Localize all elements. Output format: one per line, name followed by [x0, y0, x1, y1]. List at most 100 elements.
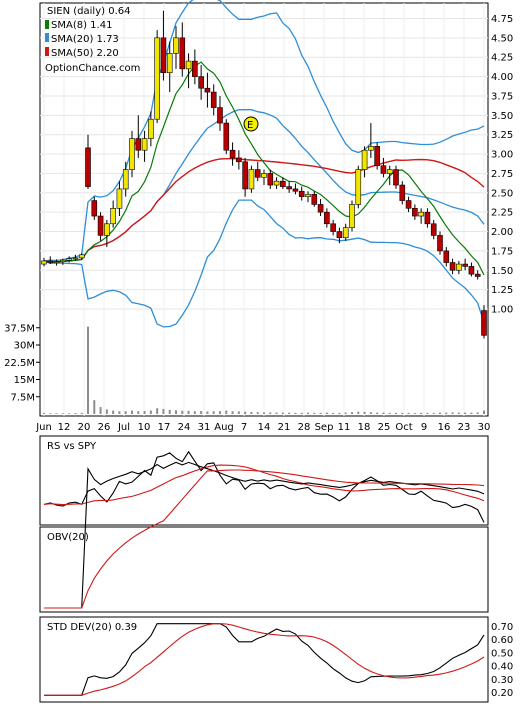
obv-line [44, 461, 485, 609]
volume-bar [269, 412, 272, 414]
volume-bar [212, 411, 215, 414]
volume-bar [401, 412, 404, 414]
volume-bar [470, 412, 473, 414]
legend-sma20: SMA(20) 1.73 [51, 34, 119, 45]
obv-average-line [44, 469, 485, 609]
volume-bar [231, 411, 234, 414]
volume-bar [187, 410, 190, 414]
price-tick-label: 1.50 [491, 266, 513, 277]
volume-bar [149, 410, 152, 414]
candle-body [179, 37, 186, 70]
watermark: OptionChance.com [45, 63, 140, 74]
candle-body [261, 173, 267, 178]
volume-bar [193, 411, 196, 414]
volume-bar [407, 412, 410, 414]
candle-body [254, 169, 261, 178]
candle-body [399, 184, 406, 201]
candle-body [141, 138, 148, 151]
bollinger-lower-line [43, 199, 485, 328]
candle-body [116, 188, 123, 209]
volume-bar [300, 412, 303, 414]
candle-body [349, 204, 355, 228]
volume-bar [439, 412, 441, 414]
rs-average-line [43, 464, 485, 506]
legend-sma8: SMA(8) 1.41 [51, 20, 112, 31]
volume-bar [143, 411, 146, 414]
volume-bar [432, 412, 435, 414]
date-tick-label: 7 [241, 422, 247, 433]
ticker-label: SIEN (daily) 0.64 [47, 6, 130, 17]
stddev-tick-label: 0.30 [491, 675, 513, 686]
volume-bar [80, 412, 83, 414]
volume-tick-label: 15M [14, 375, 35, 386]
candle-body [60, 259, 66, 263]
candle-body [368, 146, 374, 151]
candle-body [41, 260, 47, 265]
date-tick-label: 11 [338, 422, 351, 433]
volume-bar [112, 410, 115, 414]
candle-body [311, 194, 318, 205]
volume-bar [413, 413, 416, 414]
volume-bar [93, 400, 96, 414]
volume-tick-label: 22.5M [4, 358, 35, 369]
volume-bar [363, 411, 366, 414]
volume-bar [74, 413, 77, 414]
volume-bar [325, 412, 328, 414]
date-tick-label: 20 [78, 422, 91, 433]
bollinger-upper-line [43, 0, 485, 262]
candle-body [97, 215, 104, 236]
candle-body [405, 200, 412, 209]
earnings-marker-label: E [247, 120, 253, 131]
candle-body [456, 263, 462, 271]
price-tick-label: 3.50 [491, 111, 513, 122]
price-tick-label: 2.50 [491, 188, 513, 199]
volume-bar [124, 411, 127, 414]
price-axis: 1.00 1.25 1.50 1.75 2.00 2.25 2.50 2.75 3.00 3.25… [491, 14, 513, 316]
volume-bar [162, 408, 165, 414]
candle-body [173, 37, 179, 54]
candle-body [66, 258, 72, 261]
volume-bar [263, 412, 265, 414]
price-tick-label: 2.75 [491, 169, 513, 180]
volume-bar [313, 412, 316, 414]
legend-swatch-sma8 [45, 20, 49, 29]
date-tick-label: 23 [458, 422, 471, 433]
sma50-line [43, 158, 485, 263]
earnings-marker-circle [243, 116, 259, 132]
candle-body [185, 60, 192, 70]
volume-bar [237, 411, 240, 414]
volume-bar [118, 411, 121, 414]
volume-bar [445, 412, 448, 414]
candle-body [437, 235, 443, 252]
date-tick-label: Jun [35, 422, 52, 433]
stddev-tick-label: 0.50 [491, 648, 513, 659]
candle-body [393, 169, 399, 186]
volume-bar [156, 408, 159, 414]
price-tick-label: 3.75 [491, 91, 513, 102]
candle-body [317, 204, 324, 213]
volume-bar [55, 413, 58, 414]
volume-axis: 7.5M 15M 22.5M 30M 37.5M [4, 323, 40, 403]
rs-panel-title: RS vs SPY [47, 441, 97, 452]
date-tick-label: 12 [58, 422, 71, 433]
volume-bar [426, 412, 429, 414]
stddev-tick-label: 0.40 [491, 662, 513, 673]
candle-body [468, 266, 475, 275]
price-tick-label: 1.75 [491, 246, 513, 257]
candle-body [192, 60, 198, 77]
volume-bar [338, 412, 341, 414]
date-tick-label: 30 [478, 422, 491, 433]
volume-bar [351, 412, 353, 414]
stddev-tick-label: 0.60 [491, 635, 513, 646]
candle-body [110, 207, 116, 225]
candle-body [210, 91, 217, 108]
candle-body [474, 273, 481, 277]
volume-bar [357, 411, 360, 414]
date-tick-label: Oct [395, 422, 412, 433]
candle-body [418, 211, 424, 217]
candle-body [47, 260, 54, 263]
candle-body [286, 186, 292, 190]
candle-body [154, 37, 160, 120]
volume-bar [68, 413, 71, 414]
